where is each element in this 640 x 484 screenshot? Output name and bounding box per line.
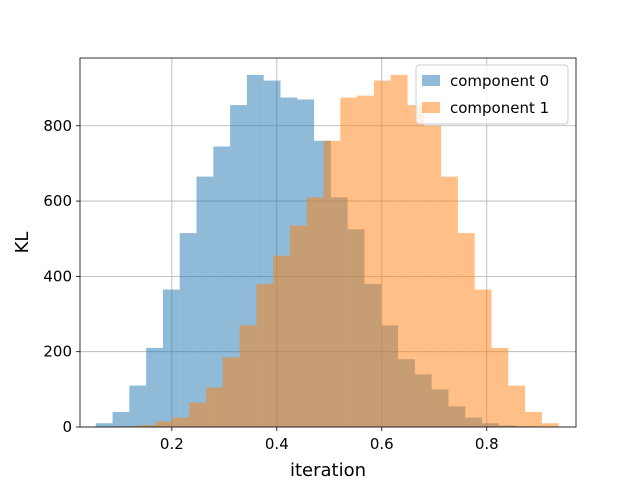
histogram-bar-series-0 — [213, 146, 231, 428]
legend-label: component 0 — [450, 72, 549, 90]
x-tick-label: 0.8 — [475, 435, 499, 453]
histogram-bar-series-0 — [129, 385, 147, 427]
histogram-bar-series-1 — [541, 423, 559, 427]
histogram-bar-series-0 — [112, 411, 130, 427]
histogram-bar-series-1 — [407, 105, 425, 427]
histogram-bar-series-1 — [373, 80, 391, 428]
histogram-bar-series-1 — [273, 255, 290, 427]
y-tick-label: 200 — [43, 343, 72, 361]
legend-box — [415, 64, 569, 125]
histogram-bar-series-1 — [289, 225, 307, 427]
histogram-bar-series-1 — [424, 125, 442, 427]
histogram-bar-series-1 — [357, 95, 374, 427]
plot-frame — [79, 57, 577, 428]
legend: component 0 component 1 — [415, 64, 569, 125]
histogram-bar-series-1 — [306, 197, 324, 427]
histogram-bar-series-1 — [323, 140, 341, 427]
histogram-bar-series-1 — [256, 283, 274, 427]
histogram-bar-series-0 — [179, 233, 197, 427]
x-tick-label: 0.4 — [265, 435, 289, 453]
legend-swatch — [422, 102, 440, 113]
histogram-bar-series-1 — [205, 387, 223, 427]
y-axis-label: KL — [12, 232, 33, 254]
y-tick-label: 600 — [43, 192, 72, 210]
histogram-bar-series-0 — [196, 176, 214, 427]
histogram-bar-series-1 — [189, 402, 206, 427]
x-tick-label: 0.6 — [370, 435, 394, 453]
histogram-bar-series-1 — [525, 411, 542, 427]
ticks-layer: 0.2 0.4 0.6 0.8 0 200 400 600 800 — [43, 117, 498, 453]
histogram-bar-series-0 — [146, 347, 163, 427]
histogram-bar-series-1 — [457, 233, 475, 427]
histogram-bar-series-1 — [155, 421, 173, 427]
histogram-bar-series-1 — [239, 325, 257, 427]
legend-label: component 1 — [450, 99, 549, 117]
histogram-bar-series-0 — [95, 423, 113, 427]
histogram-bar-series-1 — [340, 97, 358, 428]
histogram-bar-series-1 — [390, 74, 408, 427]
y-tick-label: 0 — [62, 418, 72, 436]
y-tick-label: 400 — [43, 267, 72, 285]
histogram-bar-series-1 — [474, 289, 492, 427]
histogram-bar-series-1 — [138, 425, 156, 427]
histogram-bar-series-1 — [441, 176, 458, 427]
x-tick-label: 0.2 — [160, 435, 184, 453]
histogram-bar-series-0 — [162, 289, 180, 427]
legend-swatch — [422, 75, 440, 86]
histogram-bar-series-1 — [508, 385, 526, 427]
histogram-bar-series-1 — [172, 417, 190, 427]
x-axis-label: iteration — [290, 460, 366, 480]
bars-layer — [95, 74, 559, 428]
histogram-bar-series-1 — [491, 347, 509, 427]
y-tick-label: 800 — [43, 117, 72, 135]
histogram-bar-series-1 — [222, 357, 240, 427]
